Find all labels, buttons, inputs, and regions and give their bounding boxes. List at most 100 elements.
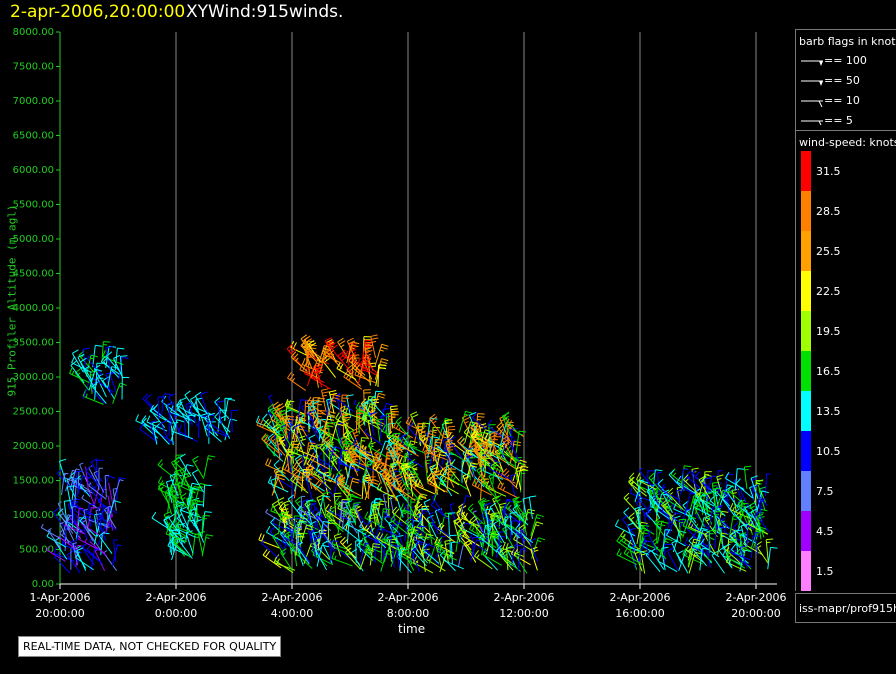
wind-barb bbox=[491, 530, 499, 554]
wind-barb bbox=[201, 515, 210, 538]
x-tick-date: 2-Apr-2006 bbox=[145, 591, 206, 604]
wind-barb bbox=[284, 415, 295, 439]
barb-flag-label: == 100 bbox=[824, 54, 867, 67]
wind-barb bbox=[410, 498, 418, 522]
wind-barb bbox=[744, 504, 756, 528]
wind-barb bbox=[517, 548, 525, 571]
wind-barb bbox=[374, 343, 389, 366]
color-swatch bbox=[801, 271, 811, 311]
wind-barb bbox=[496, 421, 513, 444]
wind-barb bbox=[296, 505, 314, 527]
wind-barb bbox=[88, 482, 107, 500]
wind-barb bbox=[334, 496, 354, 517]
wind-barb bbox=[64, 519, 75, 542]
y-tick-label: 8000.00 bbox=[13, 27, 54, 38]
wind-barb bbox=[372, 392, 386, 415]
color-swatch bbox=[801, 231, 811, 271]
wind-barb bbox=[638, 467, 654, 489]
wind-barb bbox=[114, 347, 125, 371]
wind-barb bbox=[186, 482, 199, 505]
wind-barb bbox=[376, 500, 388, 523]
wind-barb bbox=[301, 339, 322, 358]
wind-barb bbox=[297, 541, 311, 563]
wind-barb bbox=[70, 360, 85, 384]
wind-barb bbox=[530, 514, 544, 536]
wind-barb bbox=[400, 452, 413, 475]
wind-barb bbox=[112, 382, 127, 404]
wind-barb bbox=[715, 489, 730, 512]
wind-barb bbox=[106, 351, 122, 374]
wind-barb bbox=[380, 508, 391, 531]
wind-barb bbox=[444, 445, 452, 470]
wind-barb bbox=[141, 415, 160, 435]
wind-barb bbox=[488, 462, 510, 479]
wind-barb bbox=[308, 409, 319, 434]
wind-barb bbox=[299, 414, 321, 432]
wind-barb bbox=[400, 463, 409, 488]
wind-barb bbox=[616, 548, 637, 565]
wind-barb bbox=[113, 354, 124, 379]
wind-barb bbox=[104, 513, 113, 535]
color-swatch bbox=[801, 551, 811, 591]
wind-barb bbox=[317, 451, 337, 471]
wind-barb bbox=[165, 527, 187, 543]
wind-barb bbox=[426, 514, 438, 539]
wind-barb bbox=[262, 549, 282, 569]
wind-barb bbox=[178, 536, 193, 559]
wind-barb bbox=[316, 544, 329, 567]
wind-barb bbox=[646, 486, 661, 510]
wind-barb bbox=[725, 485, 739, 509]
wind-barb bbox=[139, 423, 158, 443]
y-axis-label: 915 Profiler Altitude (m agl) bbox=[5, 204, 19, 397]
wind-barb bbox=[345, 463, 359, 486]
wind-barb bbox=[216, 400, 225, 424]
wind-barb bbox=[687, 520, 709, 537]
wind-barb bbox=[465, 462, 478, 485]
wind-barb bbox=[461, 460, 470, 483]
wind-barb bbox=[647, 530, 658, 553]
wind-barb bbox=[372, 503, 380, 527]
wind-barb bbox=[339, 536, 357, 559]
wind-barb bbox=[435, 451, 448, 474]
wind-barb bbox=[194, 519, 205, 543]
wind-barb bbox=[309, 452, 331, 470]
wind-barb bbox=[116, 477, 126, 500]
wind-barb bbox=[370, 334, 379, 359]
wind-barb bbox=[366, 520, 380, 544]
wind-barb bbox=[416, 525, 427, 548]
wind-barb bbox=[756, 490, 769, 513]
wind-barb bbox=[297, 399, 308, 422]
wind-barb bbox=[430, 499, 449, 520]
wind-barb bbox=[390, 461, 399, 486]
wind-barb bbox=[281, 450, 295, 473]
wind-barb bbox=[170, 419, 185, 442]
barb-symbol-icon bbox=[801, 60, 823, 66]
wind-barb bbox=[698, 475, 711, 500]
x-tick-date: 2-Apr-2006 bbox=[609, 591, 670, 604]
wind-barb bbox=[89, 541, 108, 557]
wind-barb bbox=[765, 538, 774, 562]
wind-barb bbox=[361, 528, 373, 552]
wind-barb bbox=[258, 533, 280, 549]
wind-barb bbox=[344, 547, 361, 570]
wind-barb bbox=[723, 525, 744, 543]
wind-barb bbox=[712, 487, 721, 511]
wind-barb bbox=[75, 470, 83, 494]
wind-barb bbox=[305, 442, 316, 465]
wind-barb bbox=[429, 511, 439, 535]
wind-barb bbox=[528, 495, 537, 519]
wind-barb bbox=[660, 483, 681, 502]
wind-barb bbox=[315, 546, 328, 571]
wind-barb bbox=[392, 544, 397, 568]
color-swatch bbox=[801, 431, 811, 471]
wind-barb bbox=[457, 544, 468, 567]
wind-barb bbox=[90, 548, 99, 571]
wind-barb bbox=[267, 476, 289, 493]
color-label: 25.5 bbox=[816, 245, 841, 258]
wind-barb bbox=[509, 439, 521, 463]
wind-barb bbox=[93, 470, 105, 493]
wind-barb bbox=[333, 533, 343, 557]
wind-barb bbox=[395, 416, 411, 439]
wind-barb bbox=[743, 465, 752, 489]
wind-barb bbox=[485, 449, 503, 471]
